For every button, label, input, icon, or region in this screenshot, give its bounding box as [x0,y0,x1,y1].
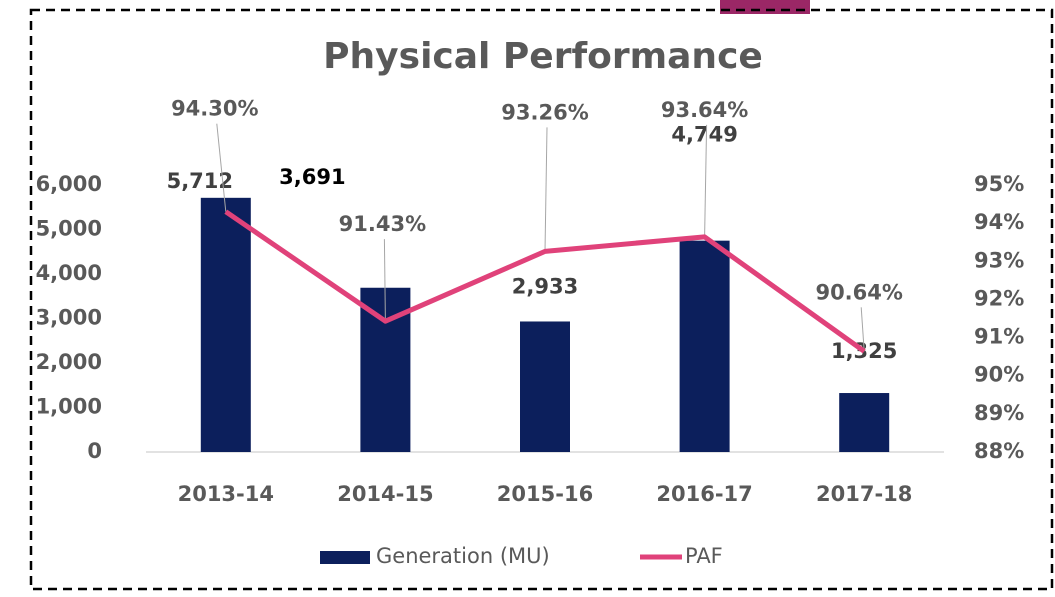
y2-tick-label: 90% [974,363,1024,387]
x-tick-label: 2014-15 [337,482,433,506]
leader-line [216,123,227,212]
x-tick-label: 2017-18 [816,482,912,506]
y2-tick-label: 88% [974,439,1024,463]
bar-value-label: 2,933 [512,274,578,298]
bar [200,197,251,452]
leader-line [704,124,708,237]
bar-value-label: 4,749 [671,123,737,147]
y2-tick-label: 91% [974,325,1024,349]
leader-line [860,307,865,352]
y2-tick-label: 92% [974,286,1024,310]
line-value-label: 91.43% [339,212,426,236]
y-tick-label: 1,000 [36,395,102,419]
y-tick-label: 5,000 [36,217,102,241]
chart-title: Physical Performance [323,36,763,77]
dashed-frame [29,8,1054,591]
leader-line [383,239,386,322]
tab-decoration [720,0,810,14]
y-tick-label: 4,000 [36,261,102,285]
y2-tick-label: 95% [974,172,1024,196]
y2-tick-label: 94% [974,210,1024,234]
line-value-label: 94.30% [171,97,258,121]
bar [520,321,570,452]
x-tick-label: 2013-14 [178,482,274,506]
line-value-label: 90.64% [815,280,902,304]
legend-swatch [320,551,370,564]
leader-line [544,127,548,252]
line-value-label: 93.64% [661,98,748,122]
y2-tick-label: 89% [974,401,1024,425]
bar [839,393,890,452]
line [224,209,866,354]
y-tick-label: 3,000 [36,306,102,330]
line-value-label: 93.26% [501,100,588,124]
bar-value-label: 3,691 [279,165,345,189]
y-tick-label: 0 [87,439,102,463]
legend-label: Generation (MU) [376,544,550,568]
x-tick-label: 2016-17 [656,482,752,506]
y-tick-label: 6,000 [36,172,102,196]
x-tick-label: 2015-16 [497,482,593,506]
y2-tick-label: 93% [974,248,1024,272]
y-tick-label: 2,000 [36,350,102,374]
bar [679,240,730,452]
legend-label: PAF [685,544,723,568]
